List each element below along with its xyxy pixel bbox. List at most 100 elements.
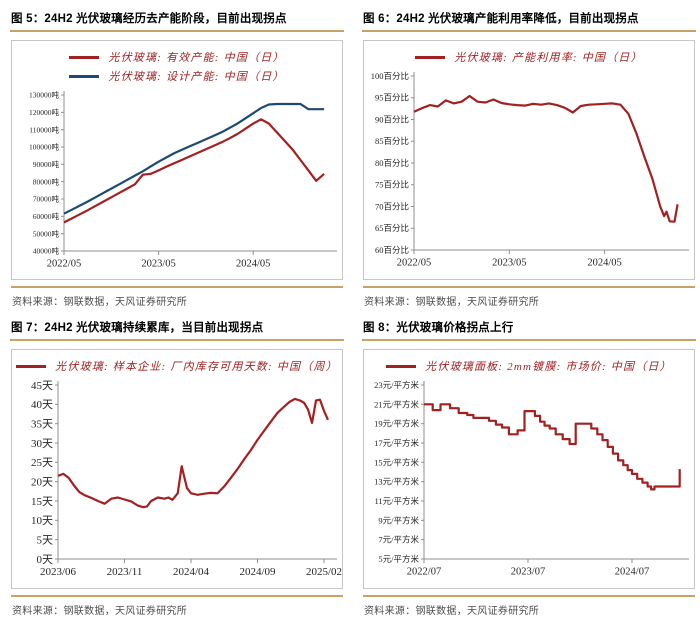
y-tick-label: 45天 — [31, 380, 53, 392]
figure6-plot: 60百分比 65百分比 70百分比 75百分比 80百分比 85百分比 90百分比 95百分比… — [371, 71, 689, 269]
x-tick-label: 2023/06 — [40, 566, 77, 578]
series-line — [63, 102, 325, 215]
legend-label: 光伏玻璃: 样本企业: 厂内库存可用天数: 中国（周） — [55, 361, 338, 373]
figure6-source: 资料来源：钢联数据，天风证券研究所 — [364, 297, 540, 308]
y-tick-label: 60百分比 — [375, 245, 409, 255]
legend-label: 光伏玻璃面板: 2mm镀膜: 市场价: 中国（日） — [425, 361, 672, 373]
series-line — [424, 403, 681, 491]
y-tick-label: 35天 — [31, 419, 53, 431]
figure5-legend: 光伏玻璃: 有效产能: 中国（日） 光伏玻璃: 设计产能: 中国（日） — [12, 49, 342, 84]
y-tick-label: 80百分比 — [375, 158, 409, 168]
y-tick-label: 13元/平方米 — [374, 477, 419, 487]
legend-item: 光伏玻璃: 产能利用率: 中国（日） — [415, 49, 642, 65]
y-tick-label: 120000吨 — [29, 107, 60, 117]
y-tick-label: 65百分比 — [375, 223, 409, 233]
legend-line-swatch — [16, 364, 47, 368]
figure6-panel: 图 6：24H2 光伏玻璃产能利用率降低，目前出现拐点 光伏玻璃: 产能利用率:… — [362, 5, 696, 310]
figure5-chart-box: 光伏玻璃: 有效产能: 中国（日） 光伏玻璃: 设计产能: 中国（日） 40000… — [11, 40, 343, 280]
y-tick-label: 100百分比 — [371, 71, 409, 81]
x-tick-label: 2024/04 — [173, 566, 210, 578]
figure5-panel: 图 5：24H2 光伏玻璃经历去产能阶段，目前出现拐点 光伏玻璃: 有效产能: … — [10, 5, 344, 310]
y-tick-label: 130000吨 — [29, 90, 60, 100]
x-tick-label: 2022/05 — [397, 258, 431, 269]
x-tick-label: 2023/11 — [107, 566, 143, 578]
figure6-chart-box: 光伏玻璃: 产能利用率: 中国（日） 60百分比 65百分比 70百分比 75百分比 8… — [363, 40, 695, 280]
figure6-bottom-rule — [363, 286, 695, 288]
figure5-title: 图 5：24H2 光伏玻璃经历去产能阶段，目前出现拐点 — [11, 13, 287, 25]
figure7-source: 资料来源：钢联数据，天风证券研究所 — [12, 606, 188, 617]
legend-label: 光伏玻璃: 设计产能: 中国（日） — [108, 71, 285, 83]
legend-line-swatch — [386, 364, 417, 368]
figure7-panel: 图 7：24H2 光伏玻璃持续累库，当目前出现拐点 光伏玻璃: 样本企业: 厂内… — [10, 314, 344, 619]
figure8-title-rule — [362, 339, 696, 341]
y-tick-label: 5天 — [37, 535, 54, 547]
y-tick-label: 9元/平方米 — [378, 515, 419, 525]
y-tick-label: 15元/平方米 — [374, 457, 419, 467]
figure6-title: 图 6：24H2 光伏玻璃产能利用率降低，目前出现拐点 — [363, 13, 639, 25]
y-tick-label: 110000吨 — [29, 124, 59, 134]
y-tick-label: 50000吨 — [33, 228, 60, 238]
x-tick-label: 2023/05 — [492, 258, 526, 269]
x-tick-label: 2022/05 — [47, 259, 81, 270]
figure5-source: 资料来源：钢联数据，天风证券研究所 — [12, 297, 188, 308]
figure5-title-rule — [10, 30, 344, 32]
legend-line-swatch — [69, 55, 100, 59]
figure7-title-rule — [10, 339, 344, 341]
figure5-plot: 40000吨 50000吨 60000吨 70000吨 80000吨 90000吨 1000… — [29, 90, 337, 270]
figure8-legend: 光伏玻璃面板: 2mm镀膜: 市场价: 中国（日） — [364, 358, 694, 374]
figure7-legend: 光伏玻璃: 样本企业: 厂内库存可用天数: 中国（周） — [12, 358, 342, 374]
y-tick-label: 11元/平方米 — [374, 496, 419, 506]
y-tick-label: 23元/平方米 — [374, 380, 419, 390]
figure7-bottom-rule — [11, 595, 343, 597]
y-tick-label: 15天 — [31, 496, 53, 508]
y-tick-label: 0天 — [37, 554, 54, 566]
y-tick-label: 10天 — [31, 515, 53, 527]
y-tick-label: 80000吨 — [33, 176, 60, 186]
x-tick-label: 2023/05 — [141, 259, 175, 270]
y-tick-label: 70百分比 — [375, 201, 409, 211]
legend-label: 光伏玻璃: 有效产能: 中国（日） — [108, 52, 285, 64]
figure8-source: 资料来源：钢联数据，天风证券研究所 — [364, 606, 540, 617]
series-line — [57, 397, 330, 509]
y-tick-label: 70000吨 — [33, 194, 60, 204]
series-line — [413, 94, 679, 223]
series-line — [63, 118, 325, 224]
figure8-bottom-rule — [363, 595, 695, 597]
legend-line-swatch — [415, 55, 446, 59]
y-tick-label: 90000吨 — [33, 159, 60, 169]
x-tick-label: 2025/02 — [306, 566, 342, 578]
x-tick-label: 2024/05 — [236, 259, 270, 270]
figure5-bottom-rule — [11, 286, 343, 288]
figure6-legend: 光伏玻璃: 产能利用率: 中国（日） — [364, 49, 694, 65]
x-tick-label: 2024/05 — [587, 258, 621, 269]
legend-item: 光伏玻璃: 样本企业: 厂内库存可用天数: 中国（周） — [16, 358, 338, 374]
y-tick-label: 5元/平方米 — [378, 554, 419, 564]
x-tick-label: 2024/07 — [615, 567, 649, 578]
legend-item: 光伏玻璃: 有效产能: 中国（日） — [69, 49, 284, 65]
figure8-panel: 图 8：光伏玻璃价格拐点上行 光伏玻璃面板: 2mm镀膜: 市场价: 中国（日）… — [362, 314, 696, 619]
legend-item: 光伏玻璃面板: 2mm镀膜: 市场价: 中国（日） — [386, 358, 672, 374]
x-tick-label: 2024/09 — [239, 566, 276, 578]
y-tick-label: 7元/平方米 — [378, 535, 419, 545]
y-tick-label: 25天 — [31, 457, 53, 469]
y-tick-label: 30天 — [31, 438, 53, 450]
y-tick-label: 40000吨 — [33, 246, 60, 256]
legend-item: 光伏玻璃: 设计产能: 中国（日） — [69, 68, 284, 84]
y-tick-label: 21元/平方米 — [374, 399, 419, 409]
y-tick-label: 75百分比 — [375, 180, 409, 190]
figure7-title: 图 7：24H2 光伏玻璃持续累库，当目前出现拐点 — [11, 322, 264, 334]
x-tick-label: 2023/07 — [511, 567, 545, 578]
y-tick-label: 95百分比 — [375, 93, 409, 103]
figure8-plot: 5元/平方米 7元/平方米 9元/平方米 11元/平方米 13元/平方米 15元/平方米 1… — [374, 380, 689, 578]
figure8-title: 图 8：光伏玻璃价格拐点上行 — [363, 322, 514, 334]
y-tick-label: 100000吨 — [29, 142, 60, 152]
x-tick-label: 2022/07 — [407, 567, 441, 578]
legend-line-swatch — [69, 74, 100, 78]
y-tick-label: 17元/平方米 — [374, 438, 419, 448]
legend-label: 光伏玻璃: 产能利用率: 中国（日） — [454, 52, 643, 64]
y-tick-label: 90百分比 — [375, 114, 409, 124]
y-tick-label: 40天 — [31, 399, 53, 411]
y-tick-label: 19元/平方米 — [374, 419, 419, 429]
figure6-title-rule — [362, 30, 696, 32]
